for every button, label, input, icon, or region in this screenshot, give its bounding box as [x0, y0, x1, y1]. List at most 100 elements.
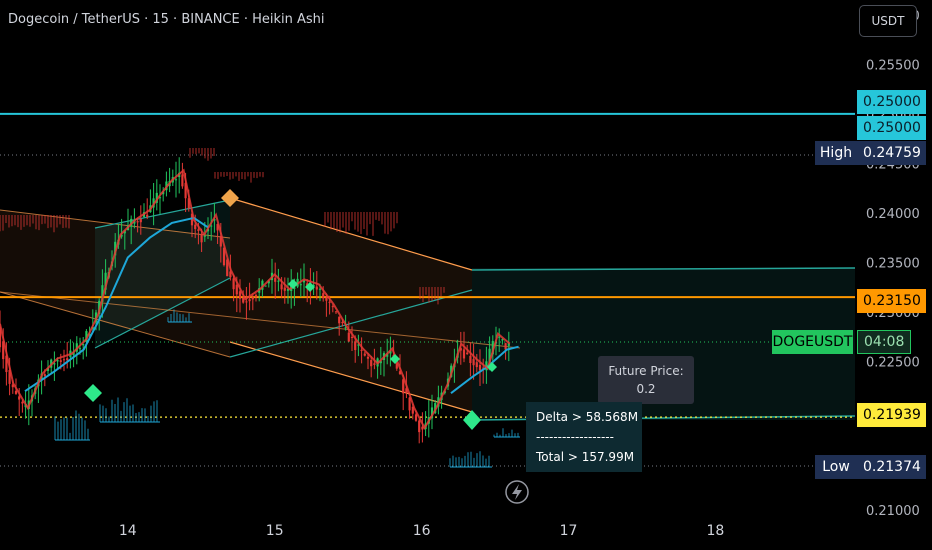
channel-mid-fill: [230, 198, 472, 412]
candle-body: [8, 370, 11, 384]
candle-body: [21, 401, 24, 404]
candle-body: [469, 355, 472, 364]
candle-body: [277, 280, 280, 282]
candle-body: [379, 361, 382, 364]
candle-body: [82, 344, 85, 346]
candle-body: [418, 420, 421, 433]
candle-body: [280, 284, 283, 290]
x-axis-ticks: 14 15 16 17 18: [119, 523, 724, 539]
candle-body: [402, 379, 405, 394]
channel-top-mid: [229, 197, 473, 271]
candle-body: [264, 285, 267, 287]
candle-body: [475, 362, 478, 368]
candle-body: [482, 367, 485, 369]
candle-body: [242, 297, 245, 303]
candle-body: [395, 363, 398, 369]
candle-body: [389, 350, 392, 354]
green-channel-top: [94, 199, 231, 229]
candle-body: [136, 221, 139, 223]
candle-body: [232, 278, 235, 290]
price-lines: [0, 112, 855, 418]
candle-body: [59, 360, 62, 362]
candle-body: [414, 414, 418, 421]
candle-body: [328, 301, 331, 303]
candle-body: [485, 361, 488, 371]
candle-body: [299, 284, 302, 286]
candle-body: [318, 288, 322, 290]
future-price-tooltip: Future Price: 0.2: [598, 356, 694, 404]
tooltip-line-2: 0.2: [636, 382, 656, 396]
candle-body: [184, 182, 187, 199]
future-zone-fill: [472, 268, 855, 420]
candle-body: [350, 336, 354, 338]
x-tick-label: 15: [266, 523, 284, 539]
candle-body: [53, 363, 56, 365]
bull-volume-ticks: [54, 309, 520, 468]
candle-body: [181, 174, 184, 187]
delta-separator: ------------------: [536, 430, 614, 444]
candle-body: [216, 224, 219, 231]
candle-body: [360, 349, 363, 351]
candle-body: [226, 259, 229, 277]
candle-body: [459, 348, 462, 351]
candle-body: [0, 326, 2, 348]
x-tick-label: 18: [707, 523, 725, 539]
candle-body: [85, 331, 88, 342]
candle-body: [421, 426, 424, 430]
diamond-small-4: [487, 362, 497, 372]
candle-body: [466, 352, 469, 355]
candle-body: [405, 388, 408, 394]
orange-price-tag: 0.23150: [857, 289, 926, 313]
candle-body: [498, 336, 501, 338]
candle-body: [2, 341, 5, 360]
yellow-price-tag: 0.21939: [857, 403, 926, 427]
y-tick-label: 0.24000: [866, 207, 920, 222]
candle-body: [312, 284, 315, 286]
low-value: 0.21374: [857, 455, 926, 479]
candle-body: [341, 322, 344, 324]
candle-body: [248, 299, 251, 302]
candle-body: [434, 403, 437, 413]
candle-body: [56, 360, 59, 362]
channel-left-green-fill: [95, 200, 230, 348]
candle-body: [190, 213, 194, 226]
candle-body: [222, 247, 226, 266]
y-tick-label: 0.25500: [866, 58, 920, 73]
candle-body: [354, 341, 357, 351]
future-top-line: [471, 267, 856, 271]
candle-body: [283, 287, 286, 291]
candle-body: [174, 179, 178, 181]
candle-body: [200, 233, 203, 243]
candle-body: [229, 271, 232, 278]
candle-body: [254, 294, 258, 297]
candle-body: [155, 192, 158, 203]
candle-body: [210, 225, 213, 227]
candle-body: [338, 316, 341, 324]
candle-body: [462, 349, 466, 359]
moving-average-line: [24, 216, 210, 393]
candle-body: [331, 306, 334, 308]
currency-button[interactable]: USDT: [859, 5, 917, 37]
candle-body: [357, 344, 360, 346]
candle-body: [347, 332, 350, 342]
candle-body: [203, 234, 206, 237]
candle-body: [408, 397, 411, 411]
candle-body: [139, 219, 142, 223]
price-tag-top: 0.25000: [857, 90, 926, 114]
chart-title: Dogecoin / TetherUS · 15 · BINANCE · Hei…: [8, 12, 325, 27]
candle-body: [158, 197, 162, 199]
high-label: High: [815, 141, 857, 165]
candle-body: [213, 219, 216, 221]
candle-body: [238, 291, 242, 299]
low-label: Low: [815, 455, 857, 479]
y-tick-label: 0.21000: [866, 504, 920, 519]
candle-body: [219, 235, 222, 247]
lightning-icon[interactable]: [505, 480, 529, 504]
price-tag-cyan: 0.25000: [857, 116, 926, 140]
candle-body: [491, 341, 494, 355]
diamond-marker-orange: [221, 189, 239, 207]
pair-label: DOGEUSDT: [772, 330, 853, 354]
candle-body: [488, 348, 491, 366]
y-tick-label: 0.23500: [866, 256, 920, 271]
